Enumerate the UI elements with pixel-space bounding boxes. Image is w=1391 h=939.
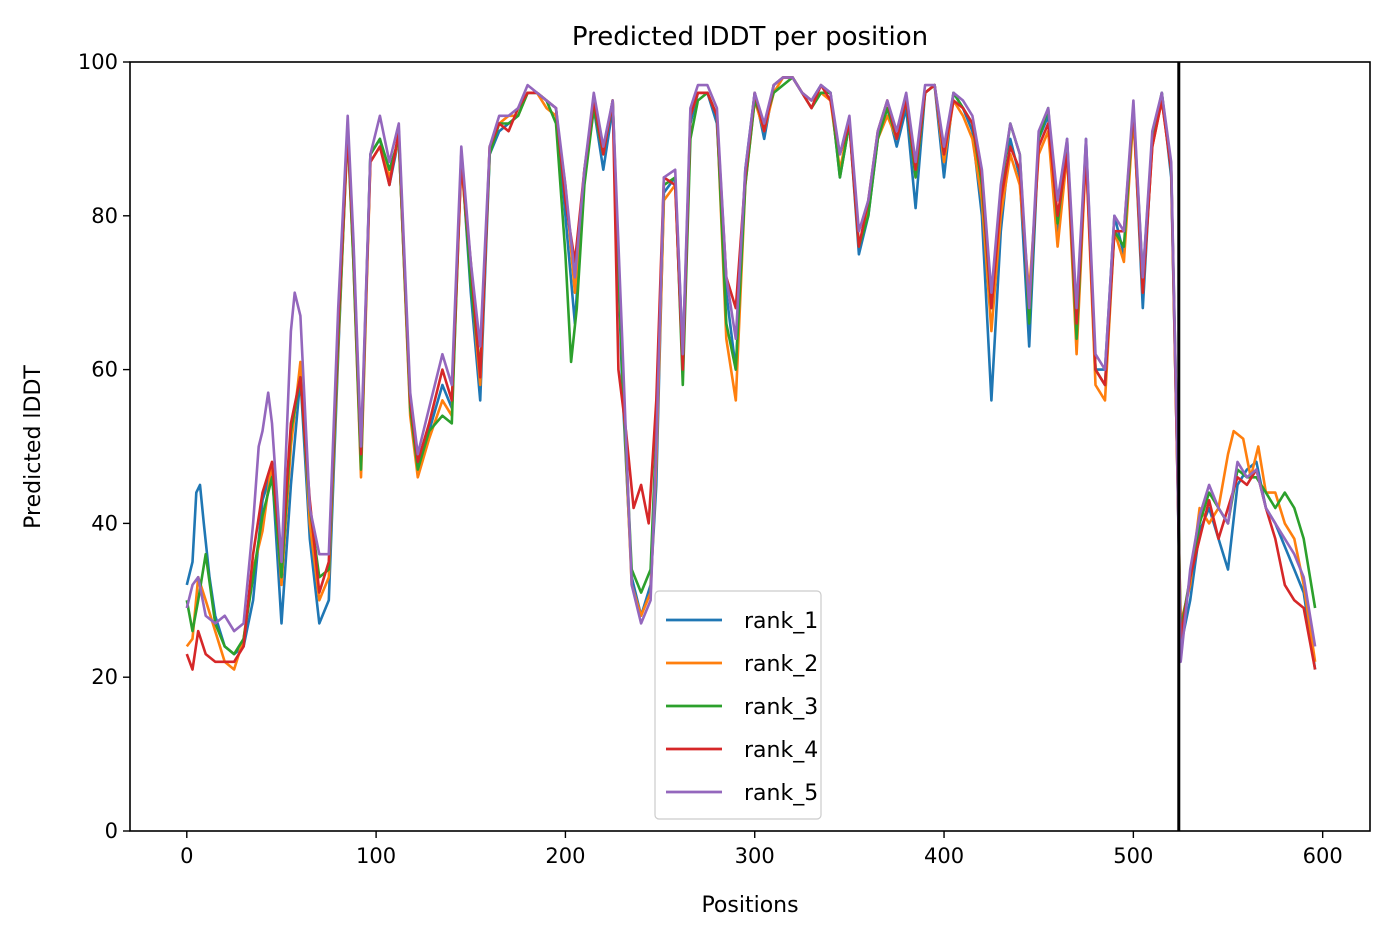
x-axis-title: Positions [701,893,798,918]
y-tick-label: 100 [78,50,118,74]
legend-label-rank_1: rank_1 [744,609,818,634]
series-line-rank_2 [185,76,1317,671]
y-axis-title: Predicted lDDT [21,365,46,529]
legend-label-rank_2: rank_2 [744,652,818,677]
y-tick-label: 40 [91,511,118,535]
legend-label-rank_5: rank_5 [744,781,818,806]
series-layer [185,76,1317,671]
x-tick-label: 100 [356,844,396,868]
x-tick-label: 500 [1113,844,1153,868]
x-tick-label: 200 [545,844,585,868]
x-axis: 0 100 200 300 400 500 600 [180,831,1343,868]
x-tick-label: 400 [924,844,964,868]
plot-frame [129,61,1371,832]
x-tick-label: 300 [735,844,775,868]
y-tick-label: 0 [105,819,118,843]
y-tick-label: 20 [91,665,118,689]
legend: rank_1 rank_2 rank_3 rank_4 rank_5 [654,590,822,820]
series-line-rank_5 [185,76,1317,664]
x-tick-label: 600 [1303,844,1343,868]
series-line-rank_3 [185,76,1317,656]
y-tick-label: 80 [91,204,118,228]
legend-label-rank_3: rank_3 [744,695,818,720]
y-axis: 0 20 40 60 80 100 [78,50,130,843]
legend-label-rank_4: rank_4 [744,738,818,763]
legend-frame [654,590,822,820]
x-tick-label: 0 [180,844,193,868]
chart-title: Predicted lDDT per position [572,22,928,52]
y-tick-label: 60 [91,358,118,382]
